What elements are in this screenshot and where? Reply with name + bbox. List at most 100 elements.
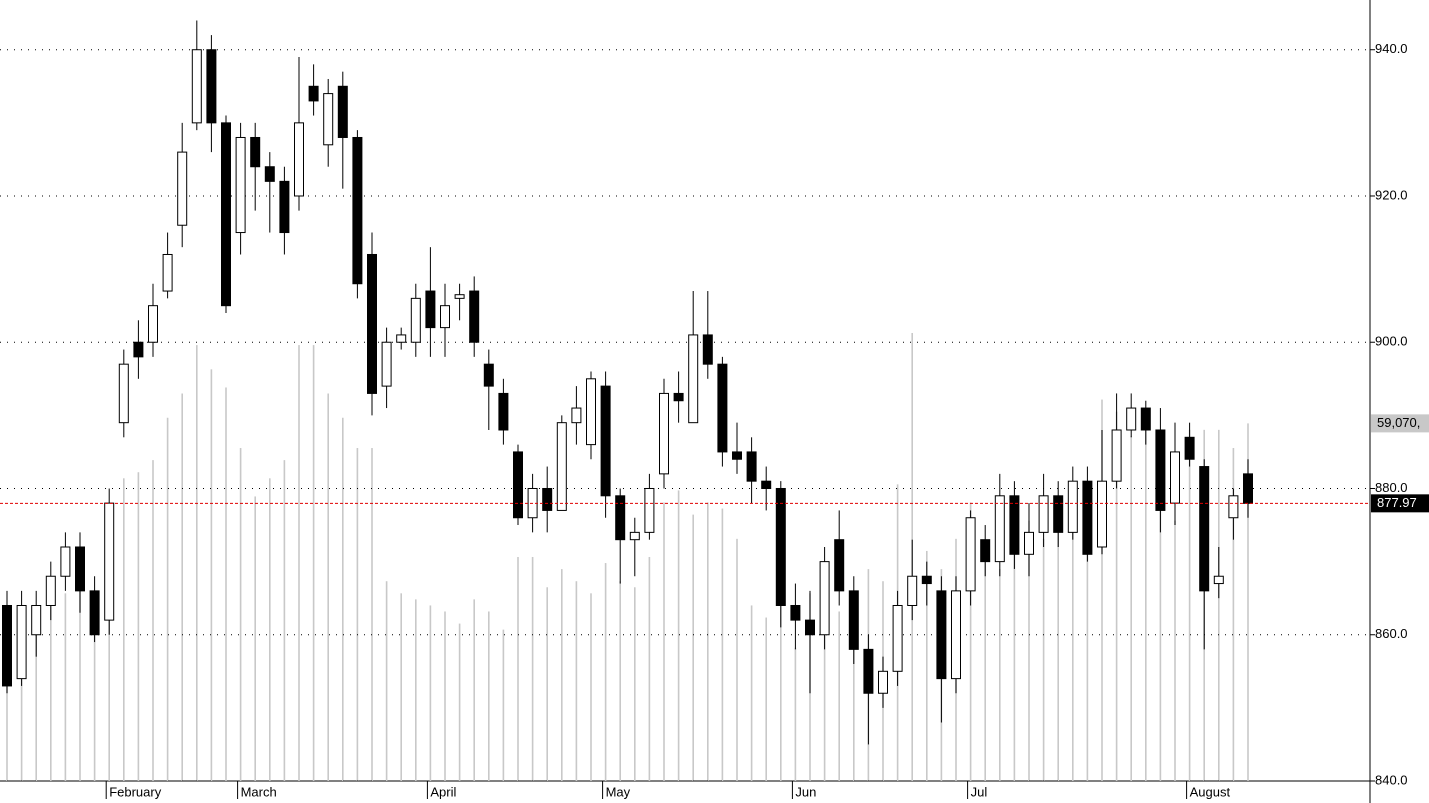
candle-body	[761, 480, 772, 489]
candle-body	[308, 85, 319, 102]
candle-body	[1243, 473, 1253, 504]
volume-bar	[50, 599, 52, 781]
candle-body	[629, 531, 640, 541]
volume-bar	[444, 611, 446, 781]
candle-body	[89, 590, 100, 636]
volume-bar	[20, 617, 23, 781]
volume-bar	[546, 587, 548, 781]
candle-body	[863, 648, 874, 694]
candle-body	[498, 392, 509, 431]
volume-bar	[984, 556, 986, 781]
volume-bar	[35, 605, 37, 781]
y-tick-label: 840.0	[1375, 772, 1408, 787]
candle-body	[454, 294, 465, 299]
candle-body	[659, 392, 669, 475]
volume-bar	[152, 460, 154, 781]
candle-body	[702, 334, 713, 365]
volume-bar	[1145, 429, 1147, 781]
volume-bar	[575, 581, 578, 781]
candle-body	[1067, 480, 1078, 533]
volume-bar	[283, 460, 286, 781]
candle-body	[264, 166, 275, 182]
candle-body	[396, 334, 407, 343]
last-price-label: 877.97	[1377, 495, 1417, 510]
candle-body	[732, 451, 742, 460]
volume-bar	[1072, 490, 1074, 781]
candle-body	[892, 604, 903, 672]
volume-bar	[780, 599, 782, 781]
volume-bar	[269, 478, 271, 781]
candle-body	[848, 590, 859, 650]
volume-bar	[1042, 538, 1045, 781]
candle-body	[410, 297, 421, 343]
volume-bar	[736, 538, 738, 781]
volume-bar	[531, 556, 534, 781]
candle-body	[367, 253, 377, 394]
candle-body	[673, 392, 684, 402]
volume-bar	[254, 496, 256, 781]
volume-bar	[166, 417, 169, 781]
candle-body	[104, 502, 115, 621]
candle-body	[805, 619, 815, 636]
candle-body	[980, 539, 991, 563]
volume-bar	[750, 605, 753, 781]
volume-bar	[1013, 532, 1016, 781]
volume-bar	[823, 623, 826, 781]
candle-body	[1170, 451, 1180, 504]
candle-body	[148, 305, 158, 343]
candle-body	[440, 305, 450, 329]
candle-body	[586, 378, 596, 446]
volume-bar	[692, 514, 694, 781]
candle-body	[133, 341, 144, 358]
candle-body	[921, 575, 932, 585]
volume-bar	[137, 472, 140, 781]
volume-bar	[342, 417, 344, 781]
candle-body	[951, 590, 961, 680]
volume-bar	[517, 556, 519, 781]
volume-bar	[1086, 496, 1089, 781]
volume-bar	[648, 556, 651, 781]
candle-body	[60, 546, 71, 577]
volume-bar	[327, 393, 329, 781]
candle-body	[1024, 531, 1034, 555]
volume-bar	[1218, 429, 1220, 781]
volume-bar	[181, 393, 183, 781]
candle-body	[965, 517, 976, 592]
volume-bar	[926, 550, 928, 781]
candle-body	[483, 363, 494, 387]
volume-bar	[371, 448, 373, 781]
candle-body	[279, 180, 290, 234]
x-tick-label: April	[430, 784, 456, 799]
volume-bar	[590, 593, 592, 781]
candle-body	[191, 49, 202, 124]
candle-body	[1140, 407, 1151, 431]
volume-bar	[1028, 520, 1030, 781]
candle-body	[790, 604, 801, 621]
candle-body	[746, 451, 757, 482]
candle-body	[352, 136, 363, 285]
volume-bar	[385, 581, 388, 781]
candle-body	[221, 122, 231, 307]
volume-bar	[93, 599, 96, 781]
volume-bar	[1057, 526, 1059, 781]
candle-body	[294, 122, 304, 197]
volume-bar	[458, 623, 461, 781]
candle-body	[118, 363, 129, 424]
candle-body	[425, 290, 436, 329]
candle-body	[250, 136, 261, 168]
candle-body	[381, 341, 392, 387]
candle-body	[162, 253, 173, 292]
volume-bar	[765, 617, 767, 781]
volume-bar	[604, 563, 607, 781]
volume-bar	[619, 581, 621, 781]
candle-body	[323, 93, 334, 146]
volume-bar	[853, 599, 855, 781]
volume-label: 59,070,	[1377, 415, 1420, 430]
candle-body	[834, 539, 845, 592]
volume-bar	[969, 502, 972, 781]
volume-bar	[663, 502, 665, 781]
volume-bar	[1247, 423, 1249, 781]
volume-bar	[1188, 429, 1191, 781]
candle-body	[1111, 429, 1122, 482]
